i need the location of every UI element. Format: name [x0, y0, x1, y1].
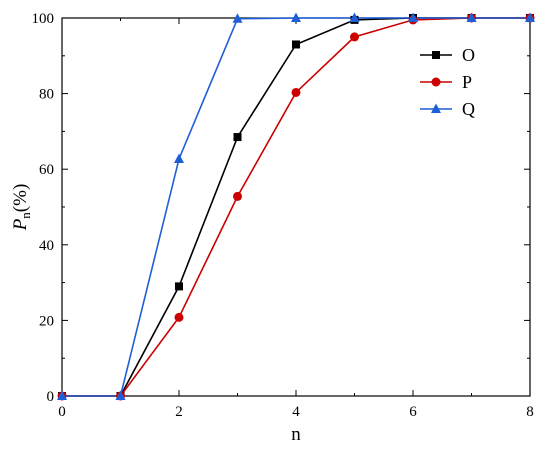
y-tick-label: 80 — [39, 87, 54, 103]
data-point-q — [57, 390, 67, 400]
legend-marker-p — [431, 77, 441, 87]
legend-marker-o — [432, 51, 440, 59]
data-point-q — [408, 12, 418, 22]
data-point-q — [232, 13, 243, 23]
data-point-p — [233, 191, 242, 201]
series-line-q — [62, 17, 530, 397]
data-point-p — [350, 32, 359, 42]
data-point-q — [115, 390, 126, 400]
y-axis-label: Pn(%) — [10, 184, 33, 232]
x-tick-label: 6 — [409, 404, 417, 420]
y-tick-label: 60 — [39, 162, 54, 178]
data-point-q — [525, 12, 535, 22]
series-markers — [57, 12, 535, 401]
y-tick-label: 20 — [39, 313, 54, 329]
y-tick-label: 40 — [39, 238, 54, 254]
series-line-p — [62, 17, 530, 397]
plot-frame — [61, 17, 531, 397]
y-axis-label-main: P — [10, 218, 31, 231]
data-point-o — [175, 282, 183, 291]
y-tick-label: 100 — [32, 11, 55, 27]
data-point-q — [466, 12, 477, 22]
data-point-q — [291, 12, 301, 22]
series-lines — [62, 17, 530, 397]
data-point-p — [174, 312, 184, 322]
legend-label-p: P — [462, 72, 472, 92]
y-tick-label: 0 — [47, 389, 55, 405]
series-line-o — [62, 17, 530, 397]
legend-label-o: O — [462, 45, 475, 65]
x-axis-label: n — [291, 424, 301, 445]
x-tick-label: 8 — [526, 404, 534, 420]
data-point-q — [174, 153, 184, 163]
data-point-o — [233, 133, 242, 142]
x-tick-label: 2 — [175, 404, 183, 420]
legend-label-q: Q — [462, 99, 475, 119]
data-point-p — [291, 87, 301, 97]
y-axis-label-sub: n — [18, 212, 33, 219]
data-point-o — [292, 40, 300, 49]
legend-marker-q — [431, 103, 441, 113]
y-axis-label-unit: (%) — [10, 184, 31, 212]
x-tick-label: 0 — [58, 404, 66, 420]
legend: OPQ — [420, 45, 475, 119]
x-tick-label: 4 — [292, 404, 300, 420]
data-point-q — [349, 12, 360, 22]
